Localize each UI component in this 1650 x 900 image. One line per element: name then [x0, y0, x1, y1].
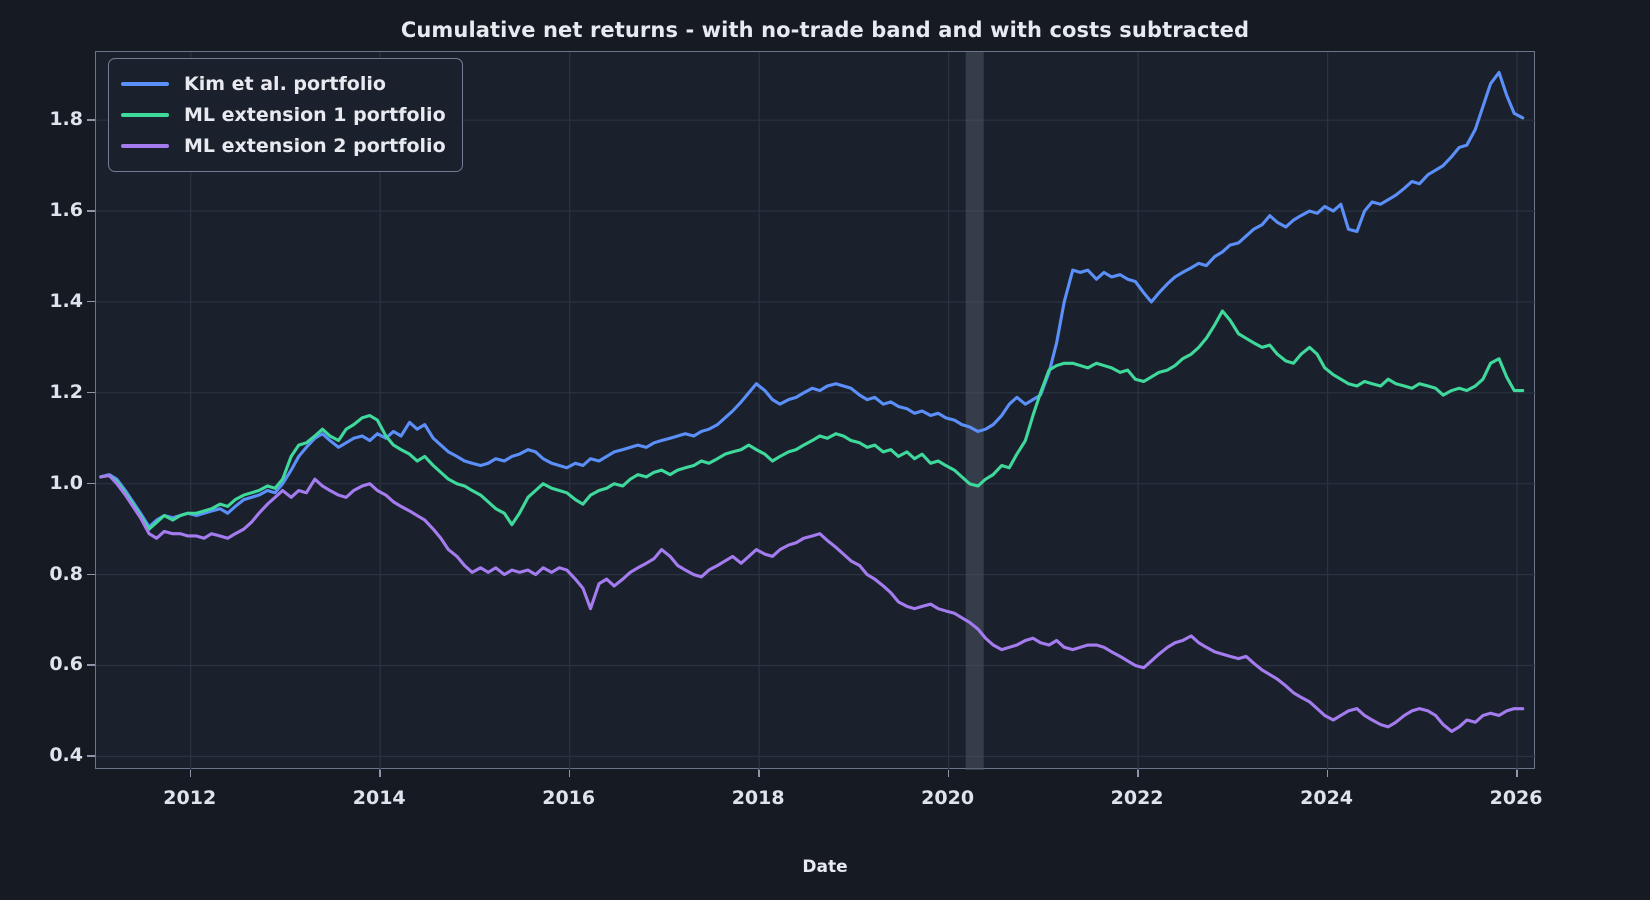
x-axis-label: Date — [802, 857, 848, 877]
series-line — [99, 70, 1525, 529]
covid-shaded-band — [965, 52, 984, 770]
legend-item[interactable]: Kim et al. portfolio — [121, 68, 446, 99]
y-tick-label: 1.8 — [49, 108, 83, 131]
y-tick-mark — [87, 210, 95, 212]
y-tick-label: 1.2 — [49, 380, 83, 403]
y-tick-mark — [87, 391, 95, 394]
legend-label: ML extension 1 portfolio — [184, 103, 446, 126]
y-tick-label: 0.6 — [49, 653, 83, 676]
legend-item[interactable]: ML extension 1 portfolio — [121, 99, 446, 130]
x-tick-mark — [379, 769, 381, 777]
y-tick-label: 1.4 — [49, 289, 83, 312]
legend-label: Kim et al. portfolio — [184, 72, 386, 95]
y-tick-label: 1.6 — [49, 199, 83, 222]
y-tick-label: 1.0 — [49, 471, 83, 494]
chart-legend: Kim et al. portfolio ML extension 1 portf… — [108, 58, 463, 172]
series-line — [99, 473, 1525, 733]
y-tick-label: 0.8 — [49, 562, 83, 585]
x-tick-mark — [758, 769, 760, 777]
legend-line-swatch — [121, 81, 169, 86]
x-tick-label: 2024 — [1300, 787, 1354, 809]
x-tick-mark — [1516, 769, 1518, 777]
x-tick-label: 2018 — [731, 787, 785, 809]
legend-label: ML extension 2 portfolio — [184, 134, 446, 157]
series-line — [99, 309, 1525, 531]
y-tick-mark — [87, 664, 95, 666]
legend-line-swatch — [121, 143, 169, 148]
x-tick-label: 2022 — [1110, 787, 1164, 809]
chart-title: Cumulative net returns - with no-trade b… — [400, 18, 1250, 42]
y-tick-mark — [87, 300, 95, 303]
x-tick-mark — [1137, 769, 1139, 777]
legend-line-swatch — [121, 112, 169, 117]
x-tick-label: 2016 — [542, 787, 596, 809]
grid-lines — [96, 52, 1536, 770]
data-series — [99, 70, 1525, 733]
shaded-bands — [965, 52, 984, 770]
x-tick-label: 2012 — [163, 787, 217, 809]
y-tick-mark — [87, 755, 95, 757]
x-tick-mark — [189, 769, 192, 777]
y-tick-mark — [87, 482, 95, 485]
y-tick-mark — [87, 573, 95, 576]
legend-item[interactable]: ML extension 2 portfolio — [121, 130, 446, 161]
y-tick-mark — [87, 119, 95, 121]
x-tick-mark — [1326, 769, 1329, 777]
plot-canvas — [96, 52, 1536, 770]
x-tick-mark — [568, 769, 571, 777]
x-tick-mark — [947, 769, 950, 777]
x-tick-label: 2026 — [1489, 787, 1543, 809]
x-tick-label: 2020 — [921, 787, 975, 809]
y-tick-label: 0.4 — [49, 744, 83, 767]
x-tick-label: 2014 — [352, 787, 406, 809]
